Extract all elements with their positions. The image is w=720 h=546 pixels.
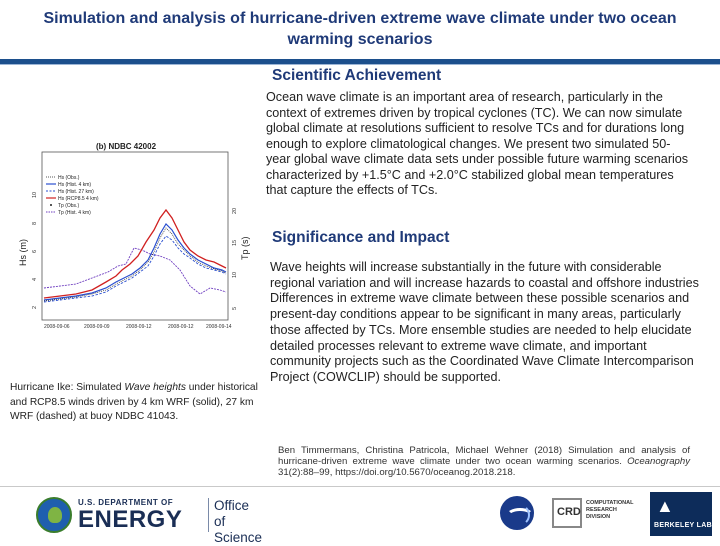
y-axis-left-label: Hs (m) — [18, 239, 28, 266]
caption-text: under historical and RCP8.5 winds driven… — [10, 382, 258, 422]
x-axis: 2008-09-06 2008-09-09 2008-09-12 2008-09… — [44, 324, 232, 330]
caption-text: Hurricane Ike: Simulated — [10, 382, 125, 393]
significance-heading: Significance and Impact — [272, 229, 450, 246]
crd-text: COMPUTATIONAL RESEARCH DIVISION — [586, 500, 634, 520]
doe-seal-icon — [36, 497, 72, 533]
legend-label: Hs (RCP8.5 4 km) — [58, 196, 99, 202]
doe-office-of-science-logo: U.S. DEPARTMENT OF ENERGY Office of Scie… — [36, 496, 262, 545]
doe-small-text: U.S. DEPARTMENT OF — [78, 498, 174, 507]
x-tick-label: 2008-09-12 — [168, 324, 194, 330]
citation-journal: Oceanography — [627, 456, 691, 467]
y-axis-right-label: Tp (s) — [240, 236, 250, 260]
legend-label: Hs (Hist. 27 km) — [58, 189, 94, 195]
office-line: Office of — [214, 498, 250, 529]
series-hist27-blue — [43, 235, 227, 303]
x-tick-label: 2008-09-09 — [84, 324, 110, 330]
berkeley-lab-logo: ▲ BERKELEY LAB — [650, 492, 712, 536]
y-tick-label: 4 — [32, 278, 38, 281]
figure-caption: Hurricane Ike: Simulated Wave heights un… — [10, 381, 260, 425]
y-tick-label: 2 — [32, 306, 38, 309]
crd-mark: CRD — [557, 506, 581, 518]
right-axis: 5 10 15 20 — [232, 208, 238, 310]
y-tick-label: 5 — [232, 307, 238, 310]
header-rule-thin — [0, 64, 720, 65]
berkeley-lab-icon: ▲ — [656, 496, 674, 516]
series-rcp-red — [43, 208, 227, 299]
plot-frame — [41, 151, 229, 321]
series-obs — [43, 227, 227, 302]
logo-divider — [208, 498, 209, 532]
caption-emphasis: Wave heights — [124, 382, 186, 393]
series-hist4-blue — [43, 223, 227, 301]
legend-label: Tp (Hist. 4 km) — [58, 210, 91, 216]
series-tp-purple — [43, 247, 227, 295]
office-line: Science — [214, 530, 263, 545]
x-tick-label: 2008-09-14 — [206, 324, 232, 330]
scientific-achievement-heading: Scientific Achievement — [272, 67, 442, 84]
citation-authors-title: Ben Timmermans, Christina Patricola, Mic… — [278, 445, 690, 467]
page-title: Simulation and analysis of hurricane-dri… — [43, 10, 677, 48]
crd-box-icon: CRD — [552, 498, 582, 528]
significance-paragraph: Wave heights will increase substantially… — [270, 260, 699, 290]
doe-big-text: ENERGY — [78, 506, 183, 533]
y-tick-label: 6 — [32, 250, 38, 253]
y-tick-label: 15 — [232, 240, 238, 246]
footer-rule — [0, 486, 720, 487]
figure-legend: Hs (Obs.) Hs (Hist. 4 km) Hs (Hist. 27 k… — [46, 175, 99, 216]
citation: Ben Timmermans, Christina Patricola, Mic… — [278, 445, 690, 478]
y-tick-label: 10 — [32, 192, 38, 198]
legend-swatch — [50, 204, 52, 206]
header-rule — [0, 59, 720, 64]
legend-label: Hs (Hist. 4 km) — [58, 182, 91, 188]
significance-text: Wave heights will increase substantially… — [270, 260, 702, 386]
citation-details: 31(2):88–99, https://doi.org/10.5670/oce… — [278, 467, 516, 478]
wave-height-figure: (b) NDBC 42002 Hs (Obs.) Hs (Hist. 4 km)… — [18, 142, 250, 330]
x-tick-label: 2008-09-06 — [44, 324, 70, 330]
y-tick-label: 8 — [32, 222, 38, 225]
swirl-logo-icon — [500, 496, 534, 530]
berkeley-lab-text: BERKELEY LAB — [654, 522, 712, 529]
office-of-science-text: Office of Science — [214, 498, 262, 546]
crd-logo: CRD COMPUTATIONAL RESEARCH DIVISION — [552, 494, 634, 534]
legend-label: Tp (Obs.) — [58, 203, 79, 209]
y-tick-label: 20 — [232, 208, 238, 214]
x-tick-label: 2008-09-12 — [126, 324, 152, 330]
significance-paragraph: Differences in extreme wave climate betw… — [270, 291, 694, 384]
panel-title: (b) NDBC 42002 — [96, 142, 157, 151]
scientific-achievement-text: Ocean wave climate is an important area … — [266, 90, 689, 197]
left-axis: 2 4 6 8 10 — [32, 192, 38, 309]
legend-label: Hs (Obs.) — [58, 175, 80, 181]
y-tick-label: 10 — [232, 272, 238, 278]
